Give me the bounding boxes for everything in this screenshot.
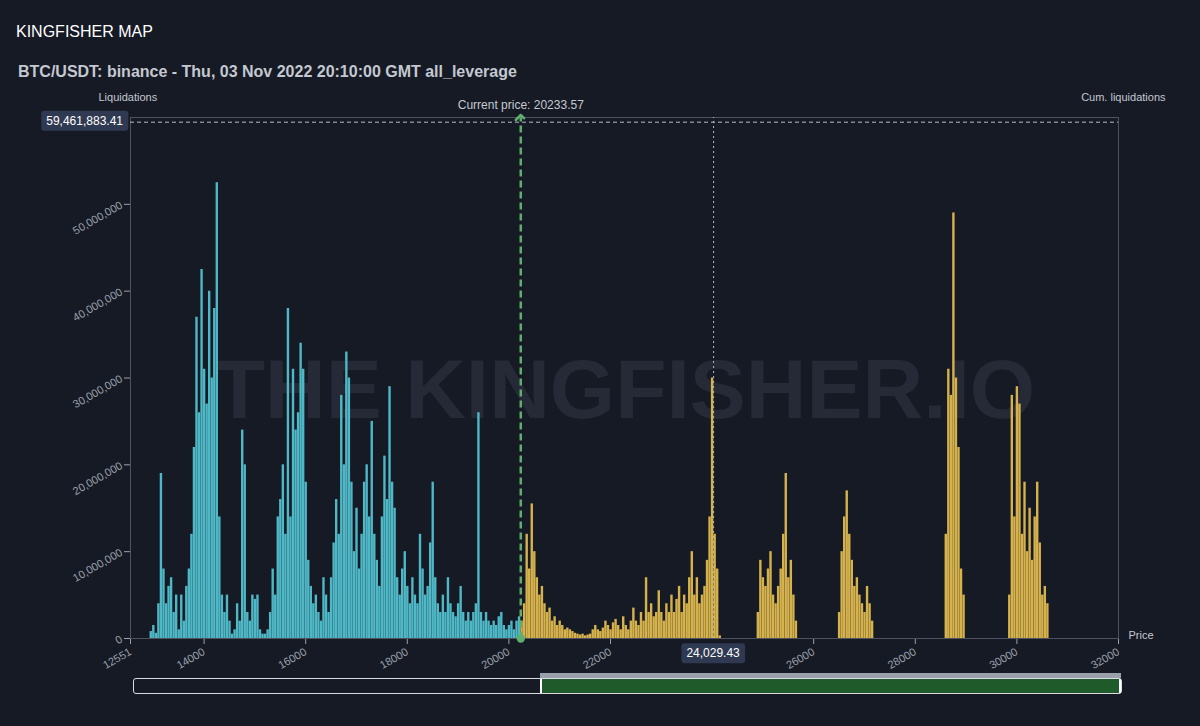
svg-text:Current price: 20233.57: Current price: 20233.57 <box>458 98 584 112</box>
svg-text:20,000,000: 20,000,000 <box>71 459 125 497</box>
svg-text:59,461,883.41: 59,461,883.41 <box>46 114 123 128</box>
svg-text:THE KINGFISHER.IO: THE KINGFISHER.IO <box>214 342 1035 436</box>
html-text:BTC/USDT: binance - Thu, 03 No: BTC/USDT: binance - Thu, 03 Nov 2022 20:… <box>18 63 517 80</box>
svg-text:26000: 26000 <box>784 645 816 671</box>
svg-text:22000: 22000 <box>581 645 613 671</box>
svg-text:12551: 12551 <box>101 645 133 671</box>
svg-text:40,000,000: 40,000,000 <box>71 286 125 324</box>
svg-text:32000: 32000 <box>1089 645 1121 671</box>
svg-text:30000: 30000 <box>987 645 1019 671</box>
svg-text:50,000,000: 50,000,000 <box>71 199 125 237</box>
svg-text:10,000,000: 10,000,000 <box>71 546 125 584</box>
svg-text:Cum. liquidations: Cum. liquidations <box>1081 91 1166 103</box>
svg-text:0: 0 <box>113 633 124 646</box>
svg-text:14000: 14000 <box>174 645 206 671</box>
svg-text:24,029.43: 24,029.43 <box>686 646 740 660</box>
svg-text:Price: Price <box>1129 629 1154 641</box>
svg-text:18000: 18000 <box>378 645 410 671</box>
svg-text:16000: 16000 <box>276 645 308 671</box>
svg-text:20000: 20000 <box>479 645 511 671</box>
svg-text:30,000,000: 30,000,000 <box>71 372 125 410</box>
svg-text:28000: 28000 <box>886 645 918 671</box>
svg-text:Liquidations: Liquidations <box>99 91 158 103</box>
html-text:KINGFISHER MAP: KINGFISHER MAP <box>16 23 153 40</box>
